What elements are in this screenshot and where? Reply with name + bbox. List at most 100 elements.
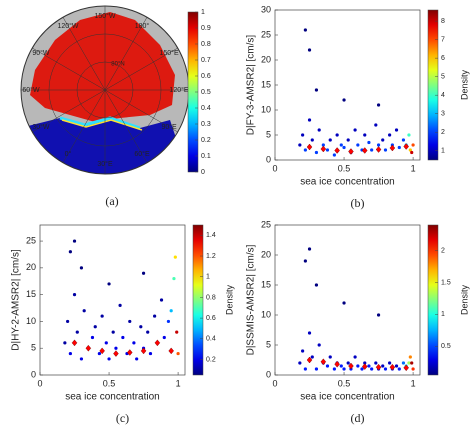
point	[356, 364, 360, 368]
colorbar-tick-label: 1	[441, 311, 445, 318]
mean-marker	[168, 347, 174, 355]
point	[298, 361, 302, 365]
point	[148, 351, 153, 356]
point	[328, 138, 332, 142]
point	[310, 355, 314, 359]
y-tick-label: 0	[266, 369, 271, 379]
point	[153, 314, 157, 318]
point	[342, 301, 346, 305]
point	[114, 346, 118, 350]
y-tick-label: 15	[261, 279, 271, 289]
point	[367, 364, 371, 368]
point	[314, 367, 319, 371]
point	[376, 103, 381, 107]
mean-marker	[375, 363, 382, 371]
mean-marker	[127, 349, 133, 356]
colorbar-tick-label: 0.3	[201, 121, 211, 128]
mean-marker	[334, 147, 340, 154]
point	[301, 133, 305, 137]
colorbar-label: Density	[224, 284, 234, 315]
point	[303, 367, 307, 371]
plot-area	[274, 9, 421, 161]
colorbar-tick-label: 0.8	[201, 41, 211, 48]
meridian	[32, 47, 106, 91]
colorbar-tick-label: 4	[441, 92, 445, 99]
point	[135, 357, 139, 361]
meridian	[62, 89, 106, 163]
meridian	[104, 47, 178, 91]
point	[411, 367, 415, 371]
point	[388, 361, 392, 365]
colorbar-tick-label: 0.5	[201, 89, 211, 96]
point	[79, 357, 84, 361]
mean-marker	[348, 148, 354, 155]
point	[63, 341, 67, 345]
x-axis-label: sea ice concentration	[300, 392, 395, 403]
point	[97, 351, 101, 356]
point	[360, 367, 364, 371]
mean-marker	[99, 347, 105, 355]
point	[374, 123, 378, 127]
longitude-label: 150°W	[94, 12, 115, 20]
y-axis-label: D|SSMIS-AMSR2| [cm/s]	[246, 244, 257, 355]
colorbar-label: Density	[459, 284, 469, 315]
y-tick-label: 10	[261, 104, 271, 114]
y-tick-label: 10	[261, 309, 271, 319]
y-tick-label: 20	[261, 249, 271, 259]
point	[310, 138, 314, 142]
mean-marker	[113, 350, 119, 357]
point	[139, 325, 143, 329]
longitude-label: 90°E	[161, 123, 177, 131]
point	[314, 283, 319, 287]
point	[346, 138, 350, 142]
point	[363, 133, 367, 137]
mean-marker	[320, 145, 327, 153]
point	[408, 355, 412, 359]
y-tick-label: 15	[26, 289, 36, 299]
point	[314, 150, 319, 155]
sea-ice	[30, 12, 175, 122]
point	[353, 355, 357, 359]
colorbar-tick-label: 0.8	[206, 294, 216, 301]
meridian	[104, 89, 178, 133]
ice-edge	[59, 116, 141, 130]
point	[346, 361, 350, 365]
latitude-label: 80°N	[111, 62, 124, 68]
mean-marker	[306, 143, 313, 151]
point	[75, 330, 79, 334]
point	[370, 148, 374, 152]
colorbar-tick-label: 3	[441, 111, 445, 118]
point	[298, 143, 302, 147]
point	[356, 143, 360, 147]
longitude-label: 180°	[135, 22, 150, 30]
point	[401, 138, 406, 142]
point	[383, 367, 388, 371]
mean-marker	[71, 339, 78, 347]
point	[68, 250, 72, 254]
longitude-label: 30°E	[97, 160, 113, 168]
point	[342, 98, 346, 102]
point	[307, 331, 312, 335]
point	[328, 355, 332, 359]
x-tick-label: 0	[272, 163, 277, 173]
colorbar-tick-label: 0.6	[206, 315, 216, 322]
point	[107, 357, 111, 361]
point	[321, 143, 325, 147]
plot-area	[39, 224, 186, 376]
point	[314, 88, 319, 92]
colorbar-tick-label: 1	[206, 274, 210, 281]
colorbar-tick-label: 0.6	[201, 73, 211, 80]
ice-edge	[61, 119, 143, 131]
colorbar-tick-label: 1.4	[206, 232, 216, 239]
longitude-label: 90°W	[32, 49, 50, 57]
y-tick-label: 25	[261, 219, 271, 229]
meridian	[104, 89, 148, 163]
x-tick-label: 0.5	[338, 163, 351, 173]
point	[169, 309, 173, 313]
colorbar-tick-label: 0.2	[201, 137, 211, 144]
colorbar-tick-label: 0.4	[206, 336, 216, 343]
point	[411, 143, 415, 147]
colorbar-tick-label: 1	[441, 148, 445, 155]
colorbar-tick-label: 0.5	[441, 343, 451, 350]
